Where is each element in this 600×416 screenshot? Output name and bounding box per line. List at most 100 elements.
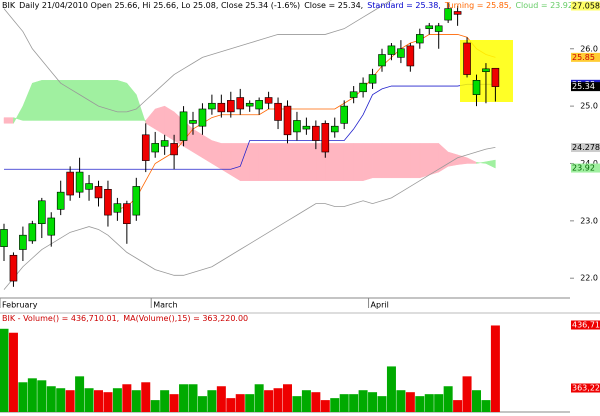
candle-body — [321, 123, 330, 153]
cloud-segment — [306, 143, 317, 181]
volume-bar — [37, 380, 47, 412]
candle-body — [170, 143, 178, 156]
cloud-segment — [353, 143, 364, 181]
cloud-segment — [117, 79, 128, 121]
volume-bar — [386, 366, 396, 412]
candle-body — [425, 25, 434, 29]
cloud-segment — [296, 143, 307, 181]
candle-body — [387, 45, 396, 55]
volume-bar — [472, 390, 481, 412]
candle-body — [66, 171, 74, 196]
candle-body — [132, 186, 141, 216]
price-label-bg — [571, 1, 600, 11]
candle-body — [283, 105, 292, 136]
candle-body — [415, 34, 424, 44]
candle-body — [56, 191, 65, 210]
candle-body — [472, 80, 481, 95]
cloud-segment — [164, 105, 175, 141]
volume-bar — [424, 394, 434, 412]
volume-bar — [245, 394, 255, 412]
cloud-segment — [419, 143, 430, 179]
header-item: Turning = 25.85, — [444, 1, 512, 10]
volume-bar — [339, 394, 349, 412]
volume-bar — [377, 396, 387, 412]
cloud-segment — [98, 80, 109, 121]
candle-body — [245, 102, 254, 107]
candle-body — [123, 203, 131, 225]
cloud-segment — [372, 143, 383, 179]
header-item: Standard = 25.38, — [367, 1, 441, 10]
candle-body — [141, 134, 150, 161]
volume-bar — [453, 400, 463, 412]
volume-bar — [141, 382, 151, 412]
cloud-segment — [400, 143, 411, 179]
price-label: 25.85 — [572, 53, 595, 62]
candle-body — [349, 91, 358, 98]
candle-body — [340, 105, 349, 124]
volume-bar — [292, 396, 302, 412]
x-tick-label: March — [153, 301, 177, 310]
candle-body — [302, 125, 311, 130]
volume-bar — [103, 392, 113, 412]
candle-body — [312, 125, 320, 141]
volume-bar — [396, 390, 406, 412]
volume-bar — [368, 392, 378, 412]
candle-body — [330, 125, 339, 133]
volume-bar — [8, 332, 18, 412]
price-label-bg — [571, 82, 600, 92]
price-label-bg — [571, 143, 600, 153]
price-label: 23.92 — [572, 164, 595, 173]
candle-body — [274, 102, 282, 121]
indicator-line — [4, 83, 496, 170]
candle-body — [94, 186, 103, 199]
volume-label-bg — [571, 383, 600, 393]
candle-body — [217, 102, 226, 113]
cloud-segment — [391, 143, 402, 179]
candle-body — [19, 234, 27, 250]
volume-bar — [226, 398, 236, 412]
cloud-segment — [287, 143, 298, 181]
candle-body — [160, 140, 169, 147]
candle-body — [28, 223, 37, 242]
candle-body — [378, 54, 386, 67]
header-item: Cloud = 23.92, — [515, 1, 575, 10]
candle-body — [255, 100, 263, 110]
candle-body — [491, 67, 500, 87]
cloud-segment — [51, 80, 61, 121]
y-tick-label: 25.0 — [580, 102, 598, 111]
candle-body — [104, 188, 112, 216]
candle-body — [47, 217, 56, 236]
indicator-line — [117, 34, 496, 210]
candles — [0, 2, 500, 287]
volume-bar — [283, 384, 292, 412]
candle-body — [453, 11, 462, 15]
cloud-segment — [362, 143, 373, 182]
cloud-segment — [221, 143, 232, 176]
candle-body — [236, 97, 245, 110]
cloud-segment — [88, 80, 99, 121]
cloud-segment — [3, 117, 14, 124]
volume-bar — [301, 390, 311, 412]
volume-bar — [169, 394, 179, 412]
candle-body — [85, 183, 93, 190]
volume-bar — [349, 394, 359, 412]
price-label-bg — [571, 52, 600, 62]
volume-label: 436,710 — [572, 321, 600, 330]
candle-body — [75, 171, 84, 193]
header-item: Close = 25.34, — [304, 1, 363, 10]
volume-bar — [18, 382, 28, 412]
price-label: 27.0584 — [572, 2, 600, 11]
header-item: BIK — [2, 1, 16, 10]
candle-body — [37, 200, 46, 225]
volume-bar — [264, 390, 274, 412]
volume-bar — [273, 388, 283, 412]
candle-body — [179, 111, 188, 141]
volume-bar — [434, 394, 444, 412]
volume-bar — [216, 386, 226, 412]
volume-bar — [311, 392, 321, 412]
indicator-line — [3, 147, 496, 290]
price-label: 24.2784 — [572, 143, 600, 152]
volume-bar — [0, 328, 9, 412]
volume-bar — [358, 390, 368, 412]
candle-body — [227, 100, 235, 113]
